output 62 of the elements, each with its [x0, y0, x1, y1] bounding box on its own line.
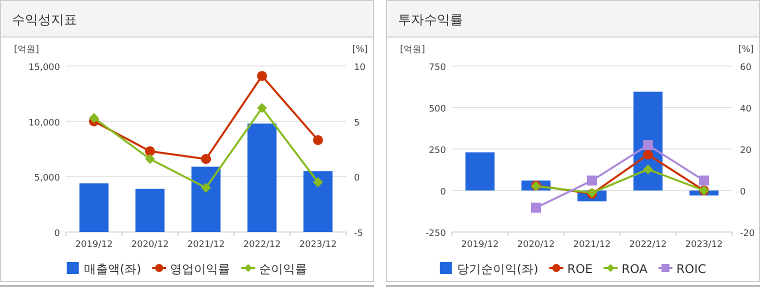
- y2-tick-label: -5: [354, 229, 363, 239]
- y2-tick-label: 0: [354, 174, 360, 184]
- legend-label: 영업이익률: [170, 262, 230, 276]
- y-tick-label: 250: [428, 146, 446, 156]
- y-tick-label: -250: [426, 229, 446, 239]
- point: [201, 182, 211, 193]
- point: [643, 140, 653, 150]
- y2-tick-label: 5: [354, 118, 360, 128]
- chart-title: 투자수익률: [398, 13, 463, 28]
- x-tick-label: 2020/12: [131, 240, 169, 250]
- y-tick-label: 0: [54, 229, 60, 239]
- point: [145, 154, 155, 164]
- legend-label: 매출액(좌): [84, 262, 142, 276]
- point: [89, 113, 99, 124]
- point: [587, 176, 597, 186]
- legend-label: ROE: [567, 262, 593, 276]
- bar: [135, 188, 165, 232]
- bar: [303, 171, 333, 232]
- y-tick-label: 750: [428, 63, 446, 73]
- y2-tick-label: 40: [740, 104, 752, 114]
- y-axis-title: [억원]: [400, 45, 426, 55]
- chart-title: 수익성지표: [12, 13, 77, 28]
- bar: [191, 166, 221, 232]
- x-tick-label: 2023/12: [685, 240, 723, 250]
- y2-axis-title: [%]: [352, 45, 368, 55]
- x-tick-label: 2022/12: [243, 240, 281, 250]
- point: [257, 70, 267, 81]
- y-tick-label: 5,000: [34, 174, 60, 184]
- y-tick-label: 0: [440, 188, 446, 198]
- legend-label: 순이익률: [259, 262, 308, 276]
- point: [643, 150, 653, 160]
- bar: [79, 183, 109, 232]
- point: [643, 164, 653, 174]
- y2-tick-label: 60: [740, 63, 752, 73]
- legend-label: ROIC: [676, 262, 706, 276]
- legend-label: 당기순이익(좌): [456, 262, 538, 276]
- x-tick-label: 2022/12: [629, 240, 667, 250]
- y2-axis-title: [%]: [738, 45, 754, 55]
- bar: [247, 124, 277, 232]
- x-tick-label: 2023/12: [299, 240, 337, 250]
- point: [699, 176, 709, 186]
- y-tick-label: 500: [428, 104, 446, 114]
- x-tick-label: 2019/12: [461, 240, 499, 250]
- y2-tick-label: 10: [354, 63, 366, 73]
- y-tick-label: 15,000: [28, 63, 60, 73]
- x-tick-label: 2021/12: [573, 240, 611, 250]
- point: [313, 135, 323, 146]
- y2-tick-label: 20: [740, 146, 752, 156]
- bar: [465, 152, 495, 190]
- y2-tick-label: 0: [740, 188, 746, 198]
- point: [257, 103, 267, 114]
- point: [531, 202, 541, 213]
- x-tick-label: 2019/12: [75, 240, 113, 250]
- x-tick-label: 2021/12: [187, 240, 225, 250]
- y-tick-label: 10,000: [28, 118, 60, 128]
- point: [201, 154, 211, 164]
- point: [313, 177, 323, 188]
- y-axis-title: [억원]: [14, 45, 40, 55]
- y2-tick-label: -20: [740, 229, 755, 239]
- x-tick-label: 2020/12: [517, 240, 555, 250]
- point: [145, 146, 155, 156]
- legend-label: ROA: [622, 262, 648, 276]
